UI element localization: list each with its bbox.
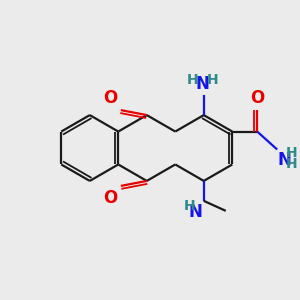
Text: N: N [277,152,291,169]
Text: H: H [286,146,298,160]
Text: O: O [250,88,264,106]
Text: N: N [189,203,203,221]
Text: H: H [187,73,199,87]
Text: O: O [103,89,118,107]
Text: H: H [207,73,219,87]
Text: H: H [286,158,298,172]
Text: O: O [103,189,118,207]
Text: N: N [196,75,210,93]
Text: H: H [184,199,196,213]
